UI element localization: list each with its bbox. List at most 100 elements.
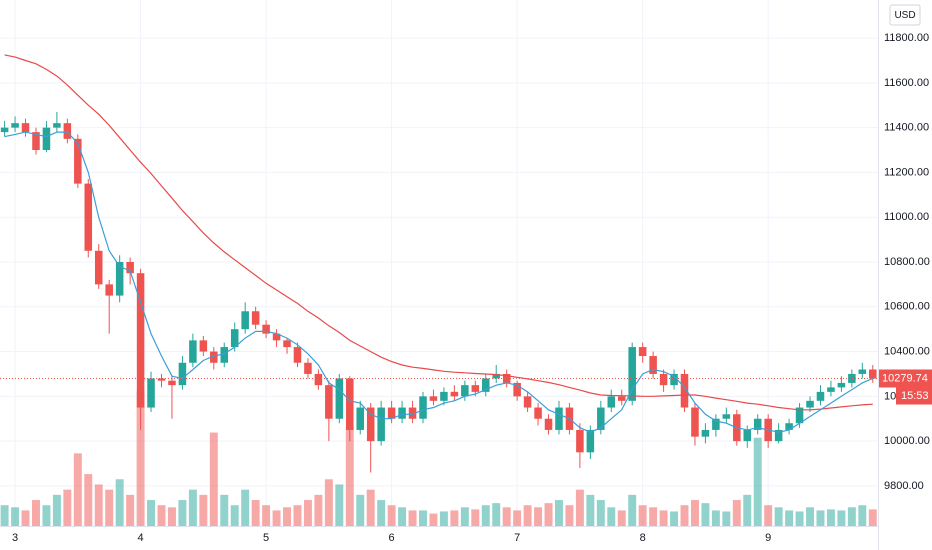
volume-bar [147, 500, 156, 526]
volume-bar [439, 511, 448, 526]
y-tick-label: 11800.00 [884, 32, 929, 44]
volume-bar [847, 507, 856, 526]
volume-bar [502, 507, 511, 526]
volume-bar [460, 507, 469, 526]
volume-bar [345, 427, 354, 526]
volume-bar [366, 489, 375, 526]
candle-body [377, 407, 385, 442]
y-tick-label: 9800.00 [884, 480, 924, 492]
volume-bar [251, 500, 260, 526]
candle-body [74, 138, 82, 184]
volume-bar [262, 505, 271, 526]
last-price-label: 10279.74 [882, 372, 928, 384]
volume-bar [303, 500, 312, 526]
moving-average [4, 54, 873, 411]
volume-bar [105, 489, 114, 526]
candle-body [251, 311, 260, 325]
volume-bar [73, 453, 82, 526]
volume-bar [136, 391, 145, 526]
volume-bar [324, 479, 333, 526]
candle-body [304, 362, 312, 374]
volume-bar [575, 489, 584, 526]
candle-body [21, 123, 30, 133]
volume-bar [732, 500, 741, 526]
candle-body [691, 407, 699, 437]
candle-body [356, 407, 365, 430]
volume-bar [398, 507, 407, 526]
volume-bar [837, 510, 846, 526]
currency-button[interactable] [889, 4, 921, 26]
volume-bar [565, 505, 574, 526]
currency-label: USD [894, 10, 915, 21]
candle-body [492, 373, 500, 379]
countdown-label: 15:53 [901, 390, 929, 402]
candle-body [387, 407, 396, 419]
candle-body [346, 378, 354, 430]
volume-bar [680, 505, 689, 526]
volume-bar [785, 510, 794, 526]
candle-body [199, 340, 208, 352]
y-tick-label: 11400.00 [884, 122, 929, 134]
candle-body [429, 396, 438, 401]
moving-average [4, 131, 874, 433]
volume-bar [617, 510, 626, 526]
candle-body [774, 429, 783, 442]
candle-body [785, 423, 793, 430]
y-tick-label: 11000.00 [884, 211, 929, 223]
y-tick-label: 10600.00 [884, 301, 930, 313]
y-tick-label: 10400.00 [884, 345, 930, 357]
candle-body [670, 373, 678, 386]
volume-bar [387, 505, 396, 526]
candle-body [147, 378, 155, 408]
candle-body [84, 183, 93, 251]
candle-body [586, 429, 595, 453]
candle-body [325, 385, 333, 419]
volume-bar [795, 511, 804, 526]
candle-body [555, 407, 563, 430]
volume-bar [670, 511, 679, 526]
volume-bar [690, 500, 699, 526]
candle-body [450, 391, 459, 397]
candle-body [607, 396, 616, 408]
volume-bar [492, 503, 501, 526]
candle-body [115, 261, 124, 296]
volume-pane [0, 391, 877, 526]
volume-bar [429, 513, 438, 526]
volume-bar [868, 509, 877, 526]
candle-body [659, 373, 668, 386]
axes: 9800.0010000.0010200.0010400.0010600.001… [12, 32, 932, 544]
candle-body [816, 391, 825, 401]
candle-body [220, 347, 229, 363]
volume-bar [659, 510, 668, 526]
volume-bar [471, 509, 480, 526]
volume-bar [209, 432, 218, 526]
volume-bar [167, 507, 176, 526]
candle-body [63, 123, 72, 139]
volume-bar [42, 505, 51, 526]
volume-bar [283, 507, 291, 526]
candle-body [241, 311, 249, 330]
volume-bar [858, 505, 867, 526]
candle-body [94, 250, 103, 285]
candle-body [795, 407, 804, 424]
volume-bar [806, 507, 814, 526]
candle-body [743, 429, 752, 442]
candle-body [837, 382, 846, 388]
volume-bar [293, 505, 302, 526]
candle-body [544, 418, 553, 430]
volume-bar [356, 494, 365, 526]
candle-body [272, 333, 281, 341]
candle-body [848, 373, 856, 383]
volume-bar [607, 507, 616, 526]
volume-bar [220, 494, 229, 526]
volume-bar [523, 505, 532, 526]
volume-bar [596, 500, 605, 526]
candle-body [576, 429, 584, 453]
volume-bar [272, 510, 281, 526]
volume-bar [21, 510, 30, 526]
x-tick-label: 8 [640, 532, 646, 544]
x-tick-label: 3 [12, 532, 18, 544]
candle-body [293, 347, 302, 363]
